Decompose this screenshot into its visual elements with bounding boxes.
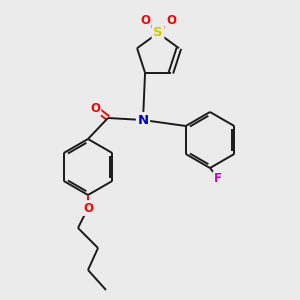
Text: O: O bbox=[166, 14, 176, 28]
Text: O: O bbox=[90, 101, 100, 115]
Text: S: S bbox=[153, 26, 163, 40]
Text: N: N bbox=[137, 113, 148, 127]
Text: F: F bbox=[214, 172, 222, 185]
Text: O: O bbox=[83, 202, 93, 214]
Text: O: O bbox=[140, 14, 150, 26]
